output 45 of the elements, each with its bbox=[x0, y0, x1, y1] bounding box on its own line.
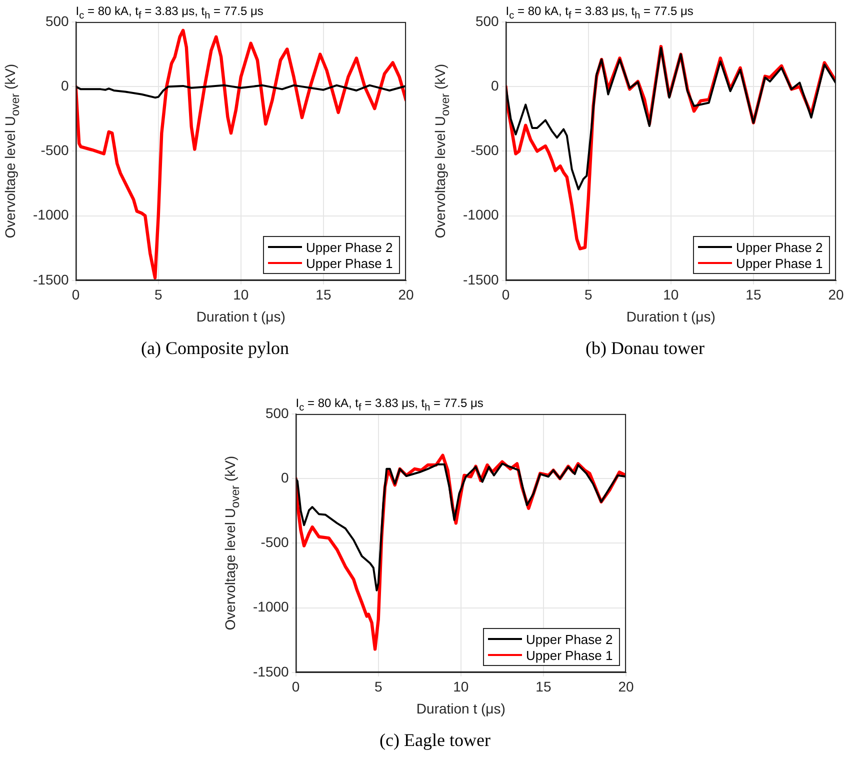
x-tick-label: 5 bbox=[374, 678, 382, 695]
chart-title: I$_{c}$ = 80 kA, t$_{f}$ = 3.83 μs, t$_{h}$ = 77.5 μs bbox=[506, 4, 694, 22]
x-tick-label: 20 bbox=[828, 286, 844, 303]
x-axis-title: Duration t (μs) bbox=[416, 700, 506, 716]
legend-label: Upper Phase 2 bbox=[526, 632, 613, 647]
y-tick-label: -1500 bbox=[462, 271, 500, 288]
legend-label: Upper Phase 1 bbox=[736, 256, 823, 271]
y-tick-label: 500 bbox=[45, 12, 70, 29]
x-tick-label: 5 bbox=[584, 286, 592, 303]
y-tick-label: 500 bbox=[475, 12, 500, 29]
y-tick-label: -1500 bbox=[252, 663, 290, 680]
chart-title: I$_{c}$ = 80 kA, t$_{f}$ = 3.83 μs, t$_{h}$ = 77.5 μs bbox=[296, 396, 484, 414]
legend-label: Upper Phase 2 bbox=[306, 240, 393, 255]
text: (c) Eagle tower bbox=[380, 730, 490, 751]
y-tick-label: -1000 bbox=[462, 206, 500, 223]
legend-label: Upper Phase 1 bbox=[306, 256, 393, 271]
y-tick-label: -1500 bbox=[32, 271, 70, 288]
x-tick-label: 15 bbox=[746, 286, 762, 303]
y-tick-label: -1000 bbox=[32, 206, 70, 223]
x-tick-label: 10 bbox=[663, 286, 679, 303]
x-tick-label: 0 bbox=[292, 678, 300, 695]
x-tick-label: 5 bbox=[154, 286, 162, 303]
y-tick-label: -500 bbox=[260, 534, 290, 550]
y-tick-label: 0 bbox=[491, 77, 500, 94]
y-tick-label: -500 bbox=[470, 142, 500, 158]
y-tick-label: -1000 bbox=[252, 598, 290, 615]
y-tick-label: 0 bbox=[281, 469, 290, 486]
y-tick-label: 500 bbox=[265, 404, 290, 421]
x-tick-label: 0 bbox=[502, 286, 510, 303]
y-tick-label: 0 bbox=[61, 77, 70, 94]
x-tick-label: 15 bbox=[536, 678, 552, 695]
y-tick-label: -500 bbox=[40, 142, 70, 158]
chart-title: I$_{c}$ = 80 kA, t$_{f}$ = 3.83 μs, t$_{h}$ = 77.5 μs bbox=[76, 4, 264, 22]
x-tick-label: 20 bbox=[618, 678, 634, 695]
text: (b) Donau tower bbox=[586, 338, 704, 359]
x-tick-label: 0 bbox=[72, 286, 80, 303]
text: (a) Composite pylon bbox=[141, 338, 289, 359]
legend-label: Upper Phase 2 bbox=[736, 240, 823, 255]
x-tick-label: 15 bbox=[316, 286, 332, 303]
legend-label: Upper Phase 1 bbox=[526, 648, 613, 663]
x-axis-title: Duration t (μs) bbox=[626, 308, 716, 324]
x-axis-title: Duration t (μs) bbox=[196, 308, 286, 324]
x-tick-label: 20 bbox=[398, 286, 414, 303]
x-tick-label: 10 bbox=[453, 678, 469, 695]
x-tick-label: 10 bbox=[233, 286, 249, 303]
